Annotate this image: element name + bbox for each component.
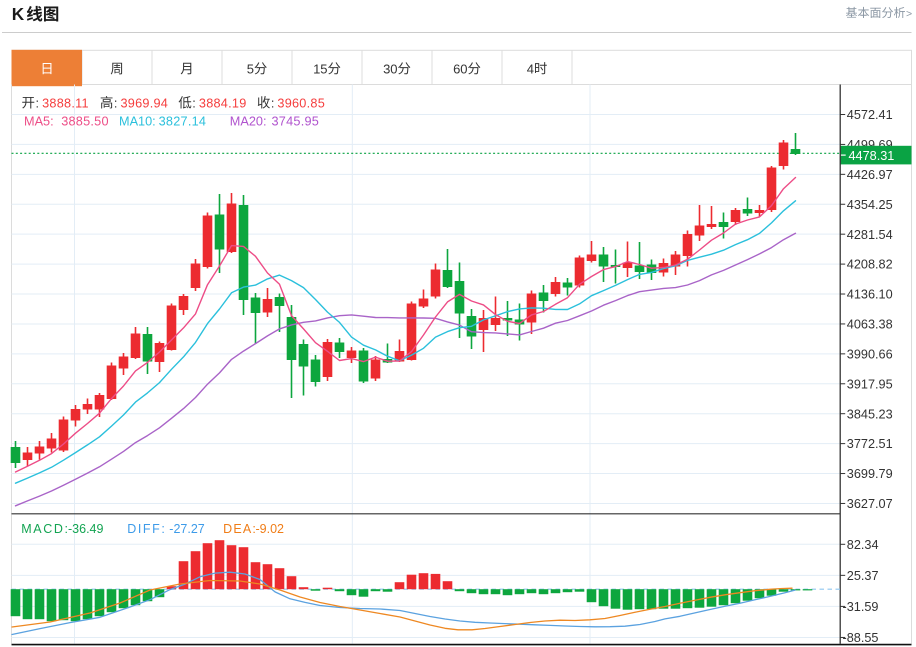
svg-text:3772.51: 3772.51	[847, 437, 893, 451]
svg-text:3627.07: 3627.07	[847, 497, 893, 511]
svg-text:4: 4	[527, 61, 534, 76]
svg-text:3960.85: 3960.85	[277, 96, 325, 110]
svg-text:-9.02: -9.02	[256, 522, 285, 536]
svg-text:3990.66: 3990.66	[847, 347, 893, 361]
svg-text:4208.82: 4208.82	[847, 258, 893, 272]
svg-text::: :	[36, 96, 40, 110]
svg-text:MA10:: MA10:	[119, 115, 156, 129]
svg-text:MA5:: MA5:	[24, 115, 54, 129]
svg-text:5: 5	[247, 61, 254, 76]
svg-text:MA20:: MA20:	[230, 115, 267, 129]
svg-text:MACD:: MACD:	[21, 522, 69, 536]
svg-text:-36.49: -36.49	[68, 522, 103, 536]
svg-text:25.37: 25.37	[847, 569, 879, 583]
svg-text:4354.25: 4354.25	[847, 198, 893, 212]
svg-text:DEA:: DEA:	[223, 522, 257, 536]
svg-text::: :	[192, 96, 196, 110]
svg-text:60: 60	[453, 61, 467, 76]
svg-text:4478.31: 4478.31	[849, 149, 895, 163]
svg-text:3888.11: 3888.11	[42, 96, 89, 110]
svg-text:3917.95: 3917.95	[847, 377, 893, 391]
svg-text:30: 30	[383, 61, 397, 76]
svg-text:4063.38: 4063.38	[847, 318, 893, 332]
svg-text:-31.59: -31.59	[843, 600, 879, 614]
svg-text:>: >	[906, 8, 912, 20]
svg-text:-27.27: -27.27	[169, 522, 204, 536]
svg-text:4136.10: 4136.10	[847, 288, 893, 302]
svg-text:4572.41: 4572.41	[847, 108, 893, 122]
svg-text:3884.19: 3884.19	[199, 96, 247, 110]
svg-text::: :	[271, 96, 275, 110]
svg-text::: :	[114, 96, 118, 110]
svg-text:3745.95: 3745.95	[272, 115, 320, 129]
svg-text:DIFF:: DIFF:	[127, 522, 166, 536]
svg-text:3827.14: 3827.14	[159, 115, 207, 129]
svg-text:-88.55: -88.55	[843, 631, 879, 645]
svg-text:15: 15	[313, 61, 327, 76]
svg-text:3969.94: 3969.94	[121, 96, 169, 110]
svg-text:4281.54: 4281.54	[847, 228, 893, 242]
svg-text:82.34: 82.34	[847, 538, 879, 552]
svg-text:3885.50: 3885.50	[61, 115, 109, 129]
svg-text:K: K	[12, 4, 25, 24]
svg-text:3699.79: 3699.79	[847, 467, 893, 481]
svg-text:3845.23: 3845.23	[847, 407, 893, 421]
svg-text:4426.97: 4426.97	[847, 168, 893, 182]
